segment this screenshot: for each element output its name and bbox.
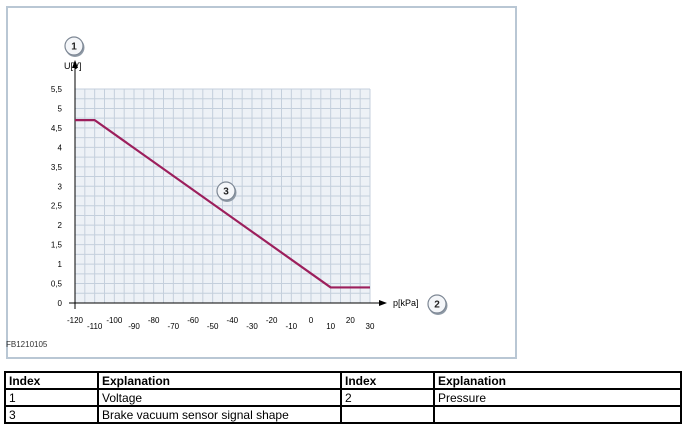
- table-row: 3 Brake vacuum sensor signal shape: [4, 405, 682, 424]
- legend-header-row: Index Explanation Index Explanation: [4, 371, 682, 390]
- x-tick-label: -30: [246, 322, 258, 331]
- axes: [69, 60, 387, 309]
- callout-circle: [427, 294, 447, 314]
- x-tick-label: -110: [87, 322, 103, 331]
- callout-label: 2: [434, 300, 440, 311]
- table-row: 1 Voltage 2 Pressure: [4, 388, 682, 407]
- callout-x-axis: 2: [427, 294, 448, 315]
- y-axis-label: U[V]: [64, 61, 82, 71]
- y-axis-arrow-icon: [72, 60, 78, 68]
- y-tick-labels: 0 0,5 1 1,5 2 2,5 3 3,5 4 4,5 5 5,5: [51, 85, 63, 308]
- x-tick-label: -20: [266, 316, 278, 325]
- series-group: [75, 119, 370, 289]
- x-tick-label: -80: [148, 316, 160, 325]
- table-cell: [433, 405, 682, 424]
- figure-code: FB1210105: [6, 340, 48, 349]
- y-tick-label: 5: [58, 104, 63, 113]
- legend-header-index-2: Index: [340, 371, 435, 390]
- y-tick-label: 0,5: [51, 280, 63, 289]
- callout-circle: [216, 181, 236, 201]
- x-tick-label: -10: [286, 322, 298, 331]
- x-tick-label: -90: [128, 322, 140, 331]
- callout-curve: 3: [216, 181, 237, 202]
- x-tick-label: -70: [168, 322, 180, 331]
- callouts: 1 2 3: [64, 36, 448, 315]
- callout-y-axis: 1: [64, 36, 85, 57]
- legend-header-index-1: Index: [4, 371, 99, 390]
- y-tick-label: 2: [58, 221, 63, 230]
- callout-label: 1: [71, 42, 77, 53]
- table-cell: Pressure: [433, 388, 682, 407]
- y-tick-label: 0: [58, 299, 63, 308]
- legend-header-explanation-1: Explanation: [97, 371, 342, 390]
- table-cell: Voltage: [97, 388, 342, 407]
- x-tick-label: 20: [346, 316, 355, 325]
- y-tick-label: 5,5: [51, 85, 63, 94]
- x-tick-label: -100: [106, 316, 123, 325]
- table-cell: 1: [4, 388, 99, 407]
- table-cell: 3: [4, 405, 99, 424]
- legend-table: Index Explanation Index Explanation 1 Vo…: [4, 371, 682, 424]
- x-tick-label: 30: [366, 322, 375, 331]
- x-tick-label: -120: [67, 316, 84, 325]
- callout-label: 3: [223, 187, 229, 198]
- table-cell: [340, 405, 435, 424]
- x-tick-label: -60: [187, 316, 199, 325]
- x-tick-label: -40: [227, 316, 239, 325]
- y-tick-label: 2,5: [51, 202, 63, 211]
- series-line: [75, 119, 370, 289]
- table-cell: 2: [340, 388, 435, 407]
- y-tick-label: 1,5: [51, 241, 63, 250]
- y-tick-label: 4,5: [51, 124, 63, 133]
- y-tick-label: 1: [58, 260, 63, 269]
- x-tick-label: 10: [326, 322, 335, 331]
- x-tick-label: -50: [207, 322, 219, 331]
- x-tick-labels: -120-110-100-90-80-70-60-50-40-30-20-100…: [67, 316, 375, 331]
- callout-circle: [64, 36, 84, 56]
- y-tick-label: 4: [58, 143, 63, 152]
- table-cell: Brake vacuum sensor signal shape: [97, 405, 342, 424]
- x-axis-label: p[kPa]: [393, 298, 419, 308]
- y-tick-label: 3,5: [51, 163, 63, 172]
- x-tick-label: 0: [309, 316, 314, 325]
- y-tick-label: 3: [58, 182, 63, 191]
- legend-header-explanation-2: Explanation: [433, 371, 682, 390]
- x-axis-arrow-icon: [379, 300, 387, 306]
